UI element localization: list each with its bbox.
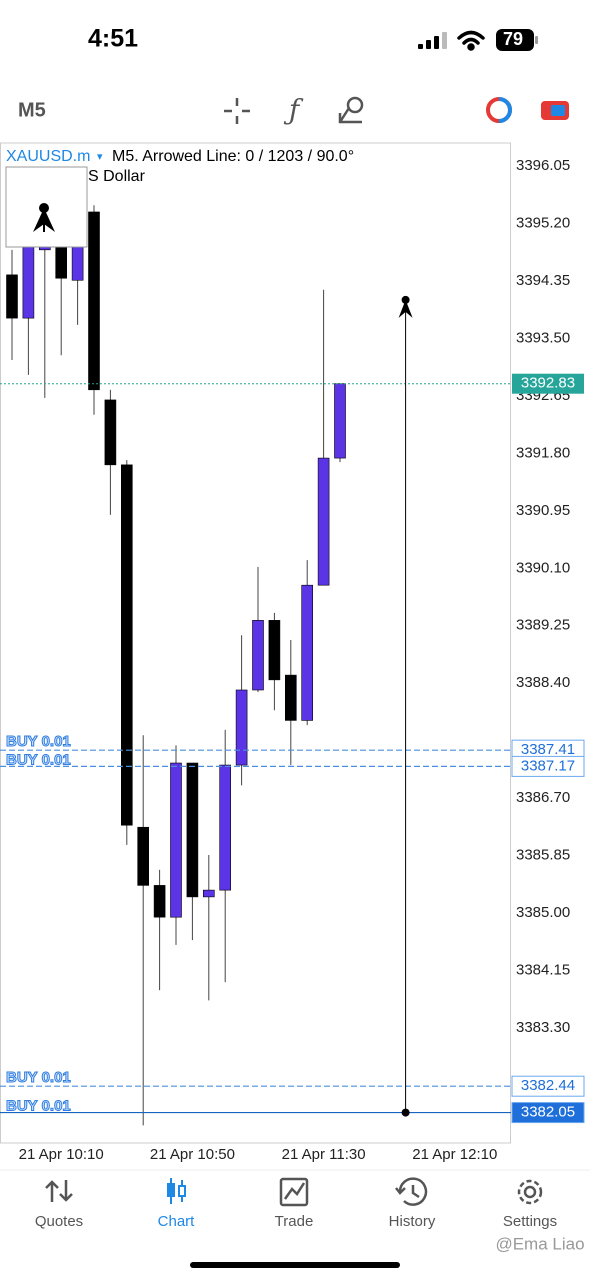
nav-item[interactable]: Chart [158,1213,196,1230]
y-tick-label: 3389.25 [516,617,570,634]
order-tag[interactable]: 3387.17 [521,757,575,774]
y-tick-label: 3390.95 [516,502,570,519]
bid-tag-box [512,373,584,394]
order-tag-box [511,755,585,777]
candle-body [284,674,297,721]
objects-button[interactable] [338,96,364,124]
candle-body [153,885,166,918]
symbol[interactable]: XAUUSD.m [6,148,90,165]
order-tag-box [511,1102,585,1124]
nav-item[interactable]: Trade [275,1213,314,1230]
order-label[interactable]: BUY 0.01 [6,733,72,751]
candle-body [203,889,215,898]
bid-tag: 3392.83 [521,375,575,392]
candle-body [170,762,182,918]
y-tick-label: 3384.15 [516,962,570,979]
x-tick-label: 21 Apr 10:10 [19,1146,104,1163]
candle-body [121,464,133,826]
order-tag[interactable]: 3387.41 [521,741,575,758]
arrow-head [398,299,413,318]
y-tick-label: 3388.40 [516,674,570,691]
candle-body [6,274,18,319]
settings-icon [517,1179,543,1205]
y-tick-label: 3390.10 [516,559,570,576]
x-tick-label: 21 Apr 12:10 [412,1146,497,1163]
candle-body [317,457,330,586]
wifi-icon [457,30,485,51]
candle-body [334,383,346,459]
x-tick-label: 21 Apr 11:30 [282,1146,366,1163]
battery-level: 79 [503,29,523,49]
candle-body [186,762,199,898]
home-indicator [190,1262,400,1268]
order-label[interactable]: BUY 0.01 [6,1097,72,1115]
timeframe-button[interactable]: M5 [18,99,46,121]
y-tick-label: 3395.20 [516,214,570,231]
one-click-button[interactable] [541,101,569,120]
order-tag-box [511,1075,585,1097]
chart-info: M5. Arrowed Line: 0 / 1203 / 90.0° [112,148,354,165]
y-tick-label: 3386.70 [516,789,570,806]
y-tick-label: 3391.80 [516,444,570,461]
nav-item[interactable]: Settings [503,1213,557,1230]
nav-bar: Quotes Chart Trade History Settings [35,1213,557,1230]
arrow-anchor[interactable] [401,295,410,304]
y-tick-label: 3383.30 [516,1019,570,1036]
crosshair-button[interactable] [224,98,250,124]
candle-body [268,620,281,681]
battery-tip [535,36,538,44]
trade-signal-button[interactable] [486,97,512,123]
indicators-button[interactable]: ƒ [283,94,304,127]
candle-body [104,399,117,466]
status-time: 4:51 [88,25,138,53]
candle-body [88,211,100,391]
plot: 3396.053395.203394.353393.503392.653391.… [0,157,585,1163]
tool-preview [5,166,88,248]
chart-icon [167,1178,186,1204]
nav-item[interactable]: History [389,1213,436,1230]
y-tick-label: 3394.35 [516,272,570,289]
chart-subtitle: S Dollar [88,168,146,185]
quotes-icon [45,1180,73,1202]
order-label[interactable]: BUY 0.01 [6,751,72,769]
candle-body [22,244,35,319]
arrow-anchor[interactable] [401,1108,410,1117]
nav-item[interactable]: Quotes [35,1213,83,1230]
y-tick-label: 3396.05 [516,157,570,174]
symbol-dropdown[interactable]: ▾ [97,151,103,163]
x-tick-label: 21 Apr 10:50 [150,1146,235,1163]
y-tick-label: 3393.50 [516,329,570,346]
order-label[interactable]: BUY 0.01 [6,1069,72,1087]
candle-body [71,244,84,281]
candle-body [219,764,231,891]
y-tick-label: 3385.85 [516,847,570,864]
candle-body [137,826,149,886]
trade-icon [279,1177,309,1207]
candle-body [55,244,68,279]
watermark: @Ema Liao [495,1234,584,1253]
signal-icon [418,32,447,49]
y-tick-label: 3385.00 [516,904,570,921]
candle-body [235,689,248,766]
plot-frame [0,142,511,1144]
order-tag[interactable]: 3382.44 [521,1077,575,1094]
history-icon [395,1177,428,1206]
order-tag[interactable]: 3382.05 [521,1104,575,1121]
candle-body [252,620,264,691]
candle-body [301,584,314,721]
battery [496,29,534,51]
